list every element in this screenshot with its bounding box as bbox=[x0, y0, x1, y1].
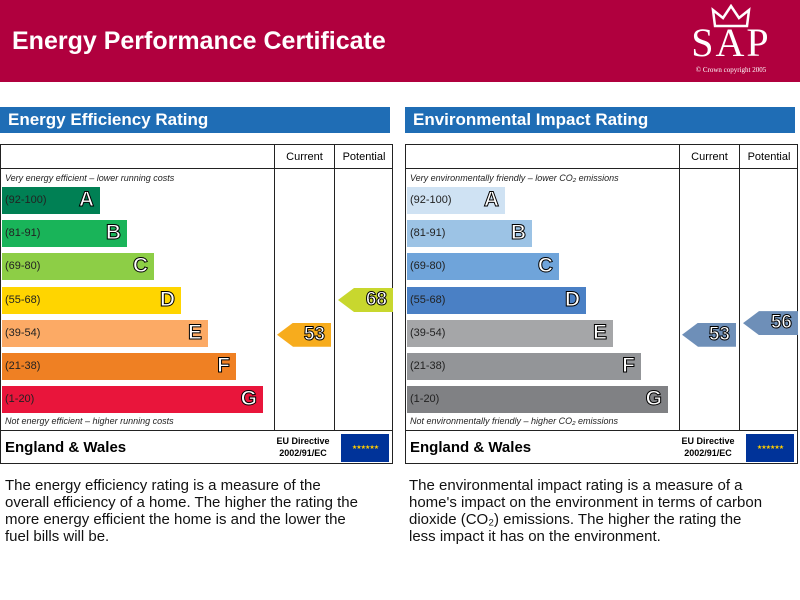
logo-copyright: © Crown copyright 2005 bbox=[695, 66, 767, 74]
band-range: (81-91) bbox=[410, 227, 446, 239]
band-letter: B bbox=[510, 221, 526, 245]
band-g: (1-20) G bbox=[2, 386, 263, 413]
band-range: (21-38) bbox=[410, 360, 446, 372]
band-d: (55-68) D bbox=[2, 287, 181, 314]
top-caption: Very energy efficient – lower running co… bbox=[5, 173, 175, 183]
environmental-panel: Environmental Impact Rating Current Pote… bbox=[405, 107, 798, 464]
potential-column: Potential bbox=[739, 145, 798, 430]
band-e: (39-54) E bbox=[407, 320, 613, 347]
top-caption: Very environmentally friendly – lower CO… bbox=[410, 173, 619, 183]
band-range: (21-38) bbox=[5, 360, 41, 372]
potential-rating-value: 56 bbox=[770, 312, 792, 334]
band-letter: A bbox=[483, 188, 499, 212]
band-letter: F bbox=[622, 354, 636, 378]
directive-line2: 2002/91/EC bbox=[279, 448, 327, 458]
current-header: Current bbox=[691, 151, 728, 163]
region-label: England & Wales bbox=[5, 439, 127, 456]
band-range: (39-54) bbox=[410, 327, 446, 339]
band-range: (1-20) bbox=[5, 393, 35, 405]
band-letter: C bbox=[537, 254, 553, 278]
band-range: (39-54) bbox=[5, 327, 41, 339]
header-banner: Energy Performance Certificate SAP © Cro… bbox=[0, 0, 800, 82]
band-e: (39-54) E bbox=[2, 320, 208, 347]
eu-directive: EU Directive 2002/91/EC bbox=[674, 435, 742, 459]
header-row bbox=[406, 145, 797, 169]
band-letter: G bbox=[240, 387, 257, 411]
band-letter: C bbox=[132, 254, 148, 278]
band-range: (69-80) bbox=[410, 260, 446, 272]
directive-line1: EU Directive bbox=[276, 436, 330, 446]
footer-row: England & Wales EU Directive 2002/91/EC ★… bbox=[1, 430, 392, 463]
band-letter: E bbox=[187, 321, 202, 345]
potential-header: Potential bbox=[342, 151, 386, 163]
band-f: (21-38) F bbox=[407, 353, 641, 380]
bottom-caption: Not energy efficient – higher running co… bbox=[5, 416, 174, 426]
band-letter: F bbox=[217, 354, 231, 378]
band-b: (81-91) B bbox=[407, 220, 532, 247]
rating-chart: Current Potential Very energy efficient … bbox=[0, 144, 393, 464]
bottom-caption: Not environmentally friendly – higher CO… bbox=[410, 416, 619, 426]
band-letter: A bbox=[78, 188, 94, 212]
band-range: (81-91) bbox=[5, 227, 41, 239]
potential-header: Potential bbox=[747, 151, 791, 163]
footer-row: England & Wales EU Directive 2002/91/EC ★… bbox=[406, 430, 797, 463]
eu-directive: EU Directive 2002/91/EC bbox=[269, 435, 337, 459]
logo-text: SAP bbox=[691, 20, 771, 65]
potential-column: Potential bbox=[334, 145, 393, 430]
region-label: England & Wales bbox=[410, 439, 532, 456]
band-b: (81-91) B bbox=[2, 220, 127, 247]
band-range: (55-68) bbox=[410, 294, 446, 306]
band-letter: G bbox=[645, 387, 662, 411]
current-header: Current bbox=[286, 151, 323, 163]
band-range: (69-80) bbox=[5, 260, 41, 272]
panel-description: The energy efficiency rating is a measur… bbox=[5, 477, 358, 545]
current-rating-value: 53 bbox=[303, 323, 325, 345]
page-title: Energy Performance Certificate bbox=[12, 27, 386, 55]
energy-panel: Energy Efficiency Rating Current Potenti… bbox=[0, 107, 393, 464]
panel-description: The environmental impact rating is a mea… bbox=[409, 477, 763, 545]
potential-rating-value: 68 bbox=[365, 289, 387, 311]
band-c: (69-80) C bbox=[2, 253, 154, 280]
panel-title: Energy Efficiency Rating bbox=[0, 107, 390, 133]
crown-icon bbox=[711, 4, 751, 28]
eu-flag-icon: ★★★★★★ bbox=[341, 434, 389, 462]
band-letter: B bbox=[105, 221, 121, 245]
band-letter: D bbox=[159, 288, 175, 312]
band-letter: D bbox=[564, 288, 580, 312]
eu-flag-icon: ★★★★★★ bbox=[746, 434, 794, 462]
directive-line1: EU Directive bbox=[681, 436, 735, 446]
band-a: (92-100) A bbox=[2, 187, 100, 214]
header-row bbox=[1, 145, 392, 169]
current-rating-value: 53 bbox=[708, 323, 730, 345]
sap-logo: SAP © Crown copyright 2005 bbox=[676, 4, 786, 78]
directive-line2: 2002/91/EC bbox=[684, 448, 732, 458]
rating-chart: Current Potential Very environmentally f… bbox=[405, 144, 798, 464]
band-range: (92-100) bbox=[5, 194, 47, 206]
panel-title: Environmental Impact Rating bbox=[405, 107, 795, 133]
band-range: (1-20) bbox=[410, 393, 440, 405]
band-range: (92-100) bbox=[410, 194, 452, 206]
band-f: (21-38) F bbox=[2, 353, 236, 380]
band-range: (55-68) bbox=[5, 294, 41, 306]
current-column: Current bbox=[679, 145, 739, 430]
band-g: (1-20) G bbox=[407, 386, 668, 413]
band-d: (55-68) D bbox=[407, 287, 586, 314]
current-column: Current bbox=[274, 145, 334, 430]
band-a: (92-100) A bbox=[407, 187, 505, 214]
band-letter: E bbox=[592, 321, 607, 345]
band-c: (69-80) C bbox=[407, 253, 559, 280]
